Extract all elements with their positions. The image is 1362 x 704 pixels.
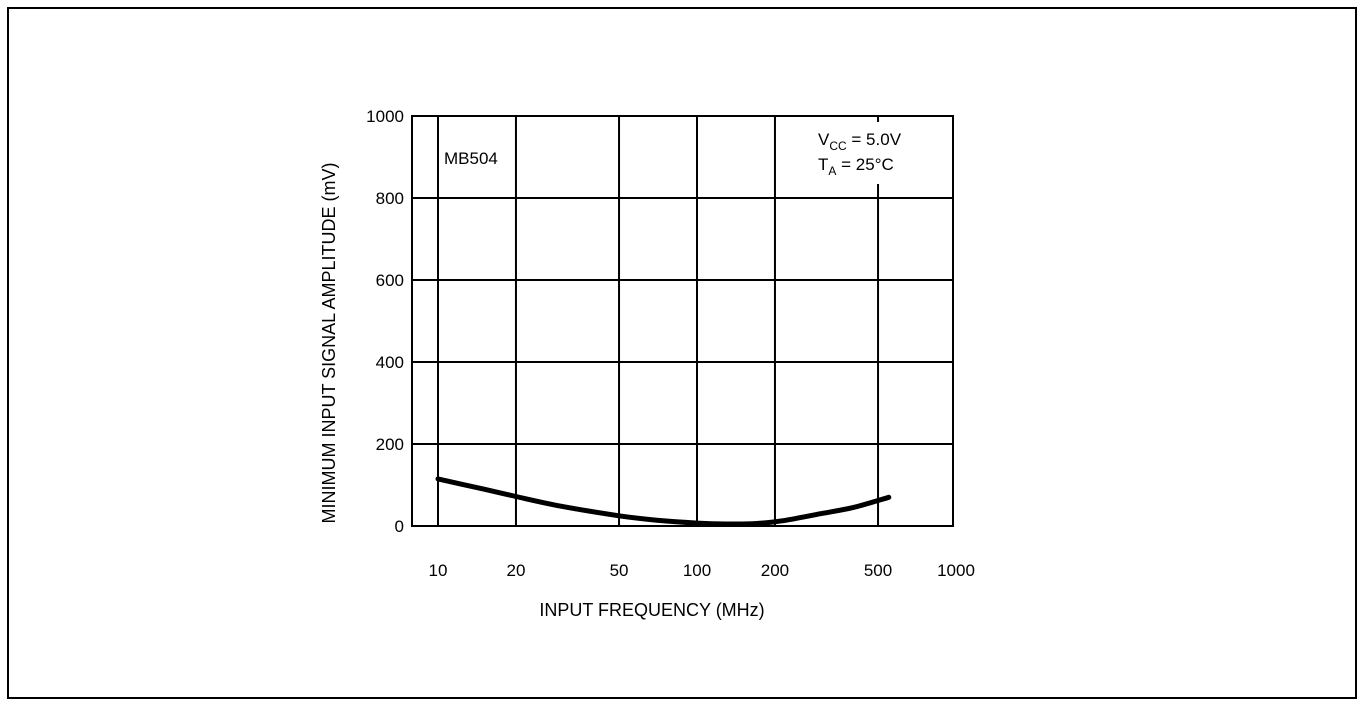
series-line-0 [435,476,892,527]
plot-area-border [411,115,954,527]
edge-mark [1355,95,1357,107]
vcc-value: = 5.0V [847,130,902,149]
y-tick-label: 0 [395,517,404,536]
x-tick-label: 100 [683,561,711,580]
y-tick-label: 400 [376,353,404,372]
ta-value: = 25°C [836,155,893,174]
device-label-bg [440,144,510,172]
ta-subscript: A [828,164,836,178]
x-axis-ticks: 10 20 50 100 200 500 1000 [429,561,975,580]
series [435,476,892,527]
y-tick-label: 800 [376,189,404,208]
x-tick-label: 20 [507,561,526,580]
ta-symbol: T [818,155,828,174]
conditions-bg [810,122,948,184]
y-axis-title: MINIMUM INPUT SIGNAL AMPLITUDE (mV) [319,162,339,523]
x-tick-label: 1000 [937,561,975,580]
x-tick-label: 50 [610,561,629,580]
y-tick-label: 600 [376,271,404,290]
ta-condition: TA = 25°C [818,155,894,178]
vcc-subscript: CC [829,139,847,153]
vcc-condition: VCC = 5.0V [818,130,902,153]
grid [412,116,953,526]
y-tick-label: 1000 [366,107,404,126]
x-tick-label: 10 [429,561,448,580]
x-tick-label: 500 [864,561,892,580]
y-axis-ticks: 0 200 400 600 800 1000 [366,107,404,536]
x-tick-label: 200 [761,561,789,580]
figure-frame [7,7,1357,699]
y-tick-label: 200 [376,435,404,454]
x-axis-title: INPUT FREQUENCY (MHz) [539,600,764,620]
device-label: MB504 [444,149,498,168]
vcc-symbol: V [818,130,830,149]
